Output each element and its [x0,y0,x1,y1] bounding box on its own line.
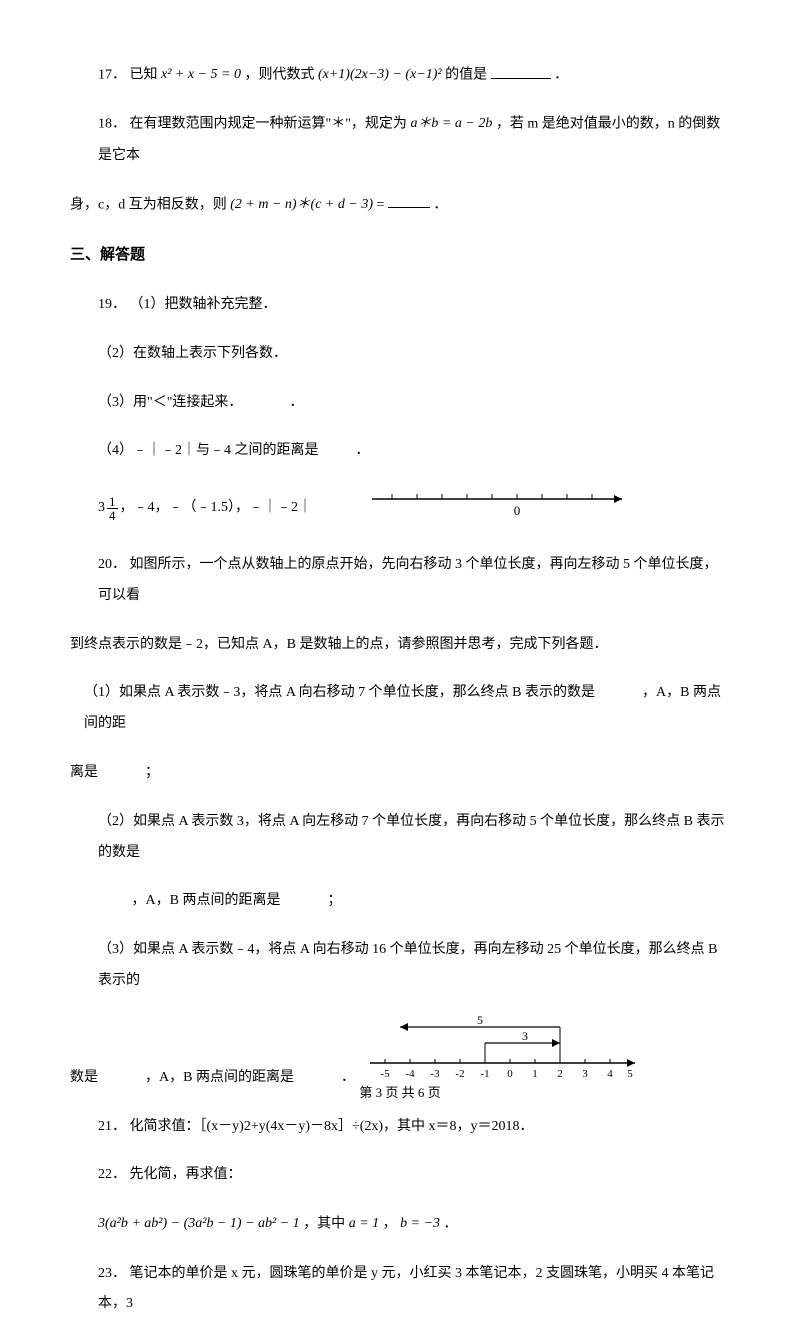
q19-s3a: （3）用"＜"连接起来． [98,395,242,410]
q20-s1a: （1）如果点 A 表示数﹣3，将点 A 向右移动 7 个单位长度，那么终点 B … [84,685,595,700]
q17-text-post: 的值是 [445,68,487,83]
svg-text:-4: -4 [405,1068,415,1080]
fig-label-5: 5 [477,1015,483,1027]
q20-line2: 到终点表示的数是﹣2，已知点 A，B 是数轴上的点，请参照图并思考，完成下列各题… [70,630,730,661]
q19-row: 3 14 ，﹣4，﹣（﹣1.5），﹣｜﹣2｜ 0 [70,485,730,532]
question-23: 23． 笔记本的单价是 x 元，圆珠笔的单价是 y 元，小红买 3 本笔记本，2… [70,1259,730,1320]
q17-end: ． [554,68,568,83]
q19-number: 19． [98,297,126,312]
q22-t1: 先化简，再求值： [130,1167,242,1182]
svg-text:-3: -3 [430,1068,440,1080]
q20-s2-line2: ，A，B 两点间的距离是 ； [70,886,730,917]
q19-s1: 19． （1）把数轴补充完整． [70,290,730,321]
q19-s3b: ． [289,395,303,410]
q19-s4a: （4）﹣｜﹣2｜与﹣4 之间的距离是 [98,443,319,458]
svg-text:0: 0 [507,1068,513,1080]
q17-blank [491,65,551,79]
q18-blank [388,194,430,208]
q18-number: 18． [98,117,126,132]
svg-text:-5: -5 [380,1068,390,1080]
q22-t2: ，其中 [303,1217,345,1232]
question-21: 21． 化简求值：［(x－y)2+y(4x－y)－8x］÷(2x)，其中 x＝8… [70,1112,730,1143]
question-18-line2: 身，c，d 互为相反数，则 (2 + m − n)＊(c + d − 3) = … [70,190,730,221]
svg-text:3: 3 [582,1068,588,1080]
svg-text:5: 5 [627,1068,633,1080]
q19-num3: 3 [98,493,105,524]
section-3-title: 三、解答题 [70,239,730,272]
q22-eq: 3(a²b + ab²) − (3a²b − 1) − ab² − 1 [98,1209,300,1240]
q19-s2: （2）在数轴上表示下列各数． [70,339,730,370]
q22-t3: a = 1 [349,1209,379,1240]
q17-number: 17． [98,68,126,83]
q19-s4: （4）﹣｜﹣2｜与﹣4 之间的距离是 ． [70,436,730,467]
number-line-svg: 0 [372,485,632,519]
q23-text: 笔记本的单价是 x 元，圆珠笔的单价是 y 元，小红买 3 本笔记本，2 支圆珠… [98,1266,714,1312]
q19-s4b: ． [356,443,370,458]
q20-number: 20． [98,557,126,572]
svg-text:1: 1 [532,1068,538,1080]
q19-s3: （3）用"＜"连接起来． ． [70,388,730,419]
q22-t4: ， [383,1217,397,1232]
q18-p1: 在有理数范围内规定一种新运算"＊"，规定为 [130,117,407,132]
q20-s2c: ； [327,893,341,908]
question-17: 17． 已知 x² + x − 5 = 0 ，则代数式 (x+1)(2x−3) … [70,60,730,91]
q18-p3: 身，c，d 互为相反数，则 [70,197,227,212]
question-18-line1: 18． 在有理数范围内规定一种新运算"＊"，规定为 a＊b = a − 2b ，… [70,109,730,171]
axis-zero: 0 [514,503,521,518]
page-footer: 第 3 页 共 6 页 [0,1079,800,1108]
q20-s2b: ，A，B 两点间的距离是 [132,893,281,908]
svg-text:4: 4 [607,1068,613,1080]
q17-eq2: (x+1)(2x−3) − (x−1)² [318,60,442,91]
q18-eq3: = [376,197,384,212]
q21-text: 化简求值：［(x－y)2+y(4x－y)－8x］÷(2x)，其中 x＝8，y＝2… [130,1119,534,1134]
q20-s1-line1: （1）如果点 A 表示数﹣3，将点 A 向右移动 7 个单位长度，那么终点 B … [70,678,730,740]
q20-s1-line2: 离是 ； [70,758,730,789]
q19-number-line: 0 [372,485,632,532]
q17-text-mid: ，则代数式 [244,68,314,83]
q18-eq2: (2 + m − n)＊(c + d − 3) [230,190,373,221]
q20-s1d: ； [145,765,159,780]
svg-text:2: 2 [557,1068,563,1080]
q22-line1: 22． 先化简，再求值： [70,1160,730,1191]
q18-eq1: a＊b = a − 2b [410,109,492,140]
q17-eq1: x² + x − 5 = 0 [161,60,241,91]
q20-s2-line1: （2）如果点 A 表示数 3，将点 A 向左移动 7 个单位长度，再向右移动 5… [70,807,730,869]
q20-p1: 如图所示，一个点从数轴上的原点开始，先向右移动 3 个单位长度，再向左移动 5 … [98,557,718,603]
q18-end: ． [433,197,447,212]
q23-number: 23． [98,1266,126,1281]
q20-s3-line1: （3）如果点 A 表示数﹣4，将点 A 向右移动 16 个单位长度，再向左移动 … [70,935,730,997]
fig-label-3: 3 [522,1029,528,1043]
q22-line2: 3(a²b + ab²) − (3a²b − 1) − ab² − 1 ，其中 … [70,1209,730,1240]
q19-rest: ，﹣4，﹣（﹣1.5），﹣｜﹣2｜ [120,493,313,524]
q19-frac: 14 [107,495,118,522]
q19-s1-text: （1）把数轴补充完整． [130,297,277,312]
q22-t6: ． [444,1217,458,1232]
svg-text:-1: -1 [480,1068,489,1080]
q21-number: 21． [98,1119,126,1134]
svg-text:-2: -2 [455,1068,464,1080]
q17-text-pre: 已知 [130,68,158,83]
q22-t5: b = −3 [400,1209,440,1240]
q20-line1: 20． 如图所示，一个点从数轴上的原点开始，先向右移动 3 个单位长度，再向左移… [70,550,730,612]
q22-number: 22． [98,1167,126,1182]
q20-s1c: 离是 [70,765,98,780]
